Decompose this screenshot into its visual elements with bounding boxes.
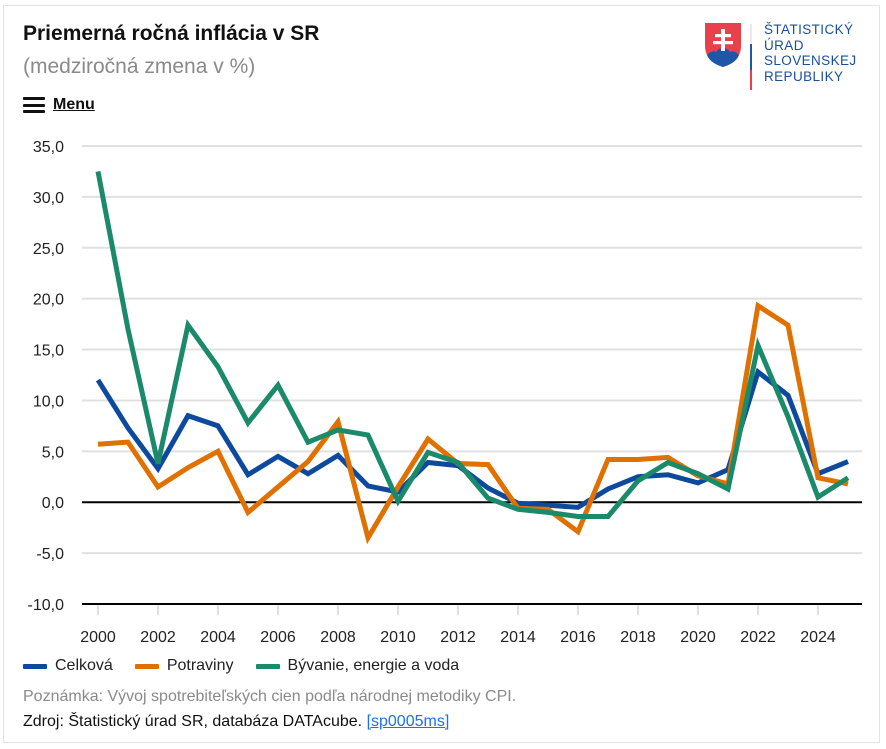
logo-divider: [750, 24, 752, 90]
y-tick-label: 0,0: [42, 495, 64, 512]
x-tick-label: 2012: [440, 629, 476, 646]
y-tick-label: 20,0: [33, 292, 64, 309]
x-tick-label: 2002: [140, 629, 176, 646]
chart-container: [3, 5, 880, 743]
hamburger-icon: [23, 97, 45, 113]
legend-swatch: [23, 663, 47, 669]
x-tick-label: 2004: [200, 629, 236, 646]
x-axis: 2000 2002 2004 2006 2008 2010 2012 2014 2016 2018…: [80, 605, 836, 646]
susr-logo[interactable]: ŠTATISTICKÝ ÚRAD SLOVENSKEJ REPUBLIKY: [704, 22, 857, 90]
source-text: Zdroj: Štatistický úrad SR, databáza DAT…: [23, 713, 367, 730]
chart-subtitle: (medziročná zmena v %): [23, 55, 256, 78]
line-chart: 35,030,025,020,015,010,05,00,0-5,0-10,0 …: [28, 139, 862, 646]
y-axis-ticks: 35,0 30,0 25,0 20,0 15,0 10,0 5,0 0,0 -5,0 -10,0: [28, 139, 65, 614]
chart-source: Zdroj: Štatistický úrad SR, databáza DAT…: [23, 713, 449, 731]
legend: Celková Potraviny Bývanie, energie a vod…: [23, 657, 459, 675]
legend-item-potraviny[interactable]: Potraviny: [134, 657, 234, 675]
slovak-coat-of-arms-icon: [705, 23, 741, 67]
x-tick-label: 2000: [80, 629, 116, 646]
x-tick-label: 2022: [740, 629, 776, 646]
y-tick-label: 35,0: [33, 139, 64, 156]
y-tick-label: -10,0: [28, 597, 65, 614]
y-tick-label: 30,0: [33, 190, 64, 207]
x-tick-label: 2020: [680, 629, 716, 646]
source-link[interactable]: [sp0005ms]: [366, 713, 450, 730]
y-tick-label: 5,0: [42, 444, 64, 461]
legend-swatch: [134, 663, 159, 669]
x-tick-label: 2010: [380, 629, 416, 646]
series-lines: [95, 170, 850, 545]
series-line-2: [95, 170, 850, 519]
x-tick-label: 2016: [560, 629, 596, 646]
logo-text: ŠTATISTICKÝ ÚRAD SLOVENSKEJ REPUBLIKY: [764, 22, 857, 84]
legend-swatch: [255, 663, 280, 669]
x-tick-label: 2018: [620, 629, 656, 646]
menu-label: Menu: [53, 96, 95, 113]
menu-button[interactable]: Menu: [23, 96, 95, 114]
y-tick-label: 15,0: [33, 343, 64, 360]
chart-note: Poznámka: Vývoj spotrebiteľských cien po…: [23, 688, 517, 705]
series-line-1: [97, 301, 849, 545]
y-tick-label: 25,0: [33, 241, 64, 258]
legend-item-celkova[interactable]: Celková: [23, 657, 113, 675]
gridlines: [82, 145, 862, 605]
chart-title: Priemerná ročná inflácia v SR: [23, 22, 320, 45]
x-tick-label: 2014: [500, 629, 536, 646]
y-tick-label: -5,0: [36, 546, 64, 563]
x-tick-label: 2006: [260, 629, 296, 646]
y-tick-label: 10,0: [33, 393, 64, 410]
x-tick-label: 2024: [800, 629, 836, 646]
x-tick-label: 2008: [320, 629, 356, 646]
legend-item-byvanie[interactable]: Bývanie, energie a voda: [255, 657, 459, 675]
